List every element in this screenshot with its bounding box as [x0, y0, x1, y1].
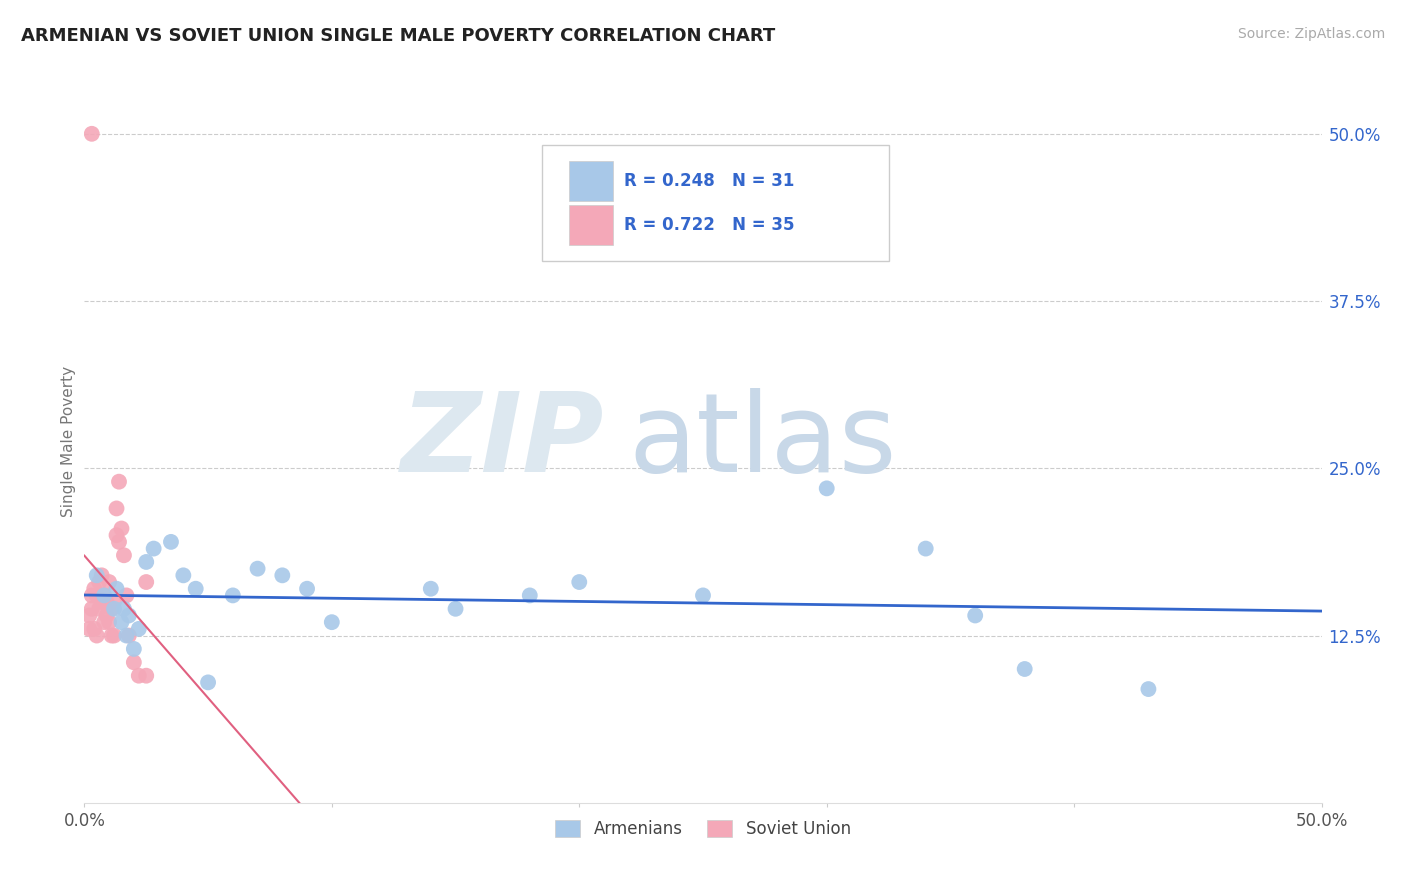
Text: R = 0.248   N = 31: R = 0.248 N = 31	[624, 172, 794, 190]
Point	[96, 595, 118, 609]
Point	[103, 628, 125, 642]
Point	[80, 589, 103, 603]
Point	[118, 628, 141, 642]
Point	[118, 608, 141, 623]
Point	[122, 655, 145, 669]
Point	[108, 475, 131, 489]
FancyBboxPatch shape	[569, 161, 613, 201]
Point	[86, 589, 108, 603]
Text: atlas: atlas	[628, 388, 897, 495]
Point	[96, 608, 118, 623]
Point	[160, 534, 183, 549]
Point	[86, 568, 108, 582]
Point	[295, 582, 318, 596]
Point	[89, 602, 111, 616]
Point	[184, 582, 207, 596]
Point	[112, 548, 135, 563]
Point	[80, 127, 103, 141]
Text: Source: ZipAtlas.com: Source: ZipAtlas.com	[1237, 27, 1385, 41]
Point	[172, 568, 194, 582]
Point	[90, 568, 112, 582]
Point	[90, 595, 112, 609]
Point	[197, 675, 219, 690]
Point	[98, 575, 121, 590]
Point	[100, 602, 122, 616]
Point	[568, 575, 591, 590]
Point	[93, 589, 115, 603]
Point	[103, 602, 125, 616]
Point	[692, 589, 714, 603]
Point	[115, 589, 138, 603]
Point	[128, 622, 150, 636]
Point	[419, 582, 441, 596]
Point	[108, 534, 131, 549]
Text: R = 0.722   N = 35: R = 0.722 N = 35	[624, 217, 794, 235]
Point	[89, 575, 111, 590]
Point	[128, 669, 150, 683]
Point	[965, 608, 987, 623]
Point	[93, 615, 115, 630]
Point	[112, 602, 135, 616]
Legend: Armenians, Soviet Union: Armenians, Soviet Union	[548, 814, 858, 845]
Point	[83, 582, 105, 596]
Point	[115, 628, 138, 642]
FancyBboxPatch shape	[569, 205, 613, 245]
Point	[135, 555, 157, 569]
Point	[519, 589, 541, 603]
Point	[80, 602, 103, 616]
Point	[914, 541, 936, 556]
Point	[135, 575, 157, 590]
Point	[105, 528, 128, 542]
Point	[1014, 662, 1036, 676]
Point	[1137, 681, 1160, 696]
Point	[103, 595, 125, 609]
Point	[79, 622, 101, 636]
Y-axis label: Single Male Poverty: Single Male Poverty	[60, 366, 76, 517]
Point	[86, 628, 108, 642]
Point	[83, 622, 105, 636]
Point	[110, 521, 132, 535]
Point	[105, 501, 128, 516]
Point	[98, 615, 121, 630]
Point	[222, 589, 245, 603]
Point	[110, 615, 132, 630]
Point	[93, 589, 115, 603]
Point	[271, 568, 294, 582]
Point	[105, 582, 128, 596]
Point	[79, 608, 101, 623]
Point	[246, 562, 269, 576]
Point	[142, 541, 165, 556]
FancyBboxPatch shape	[543, 145, 889, 260]
Text: ZIP: ZIP	[401, 388, 605, 495]
Point	[135, 669, 157, 683]
Point	[815, 482, 838, 496]
Point	[122, 642, 145, 657]
Point	[100, 628, 122, 642]
Point	[444, 602, 467, 616]
Point	[321, 615, 343, 630]
Text: ARMENIAN VS SOVIET UNION SINGLE MALE POVERTY CORRELATION CHART: ARMENIAN VS SOVIET UNION SINGLE MALE POV…	[21, 27, 775, 45]
